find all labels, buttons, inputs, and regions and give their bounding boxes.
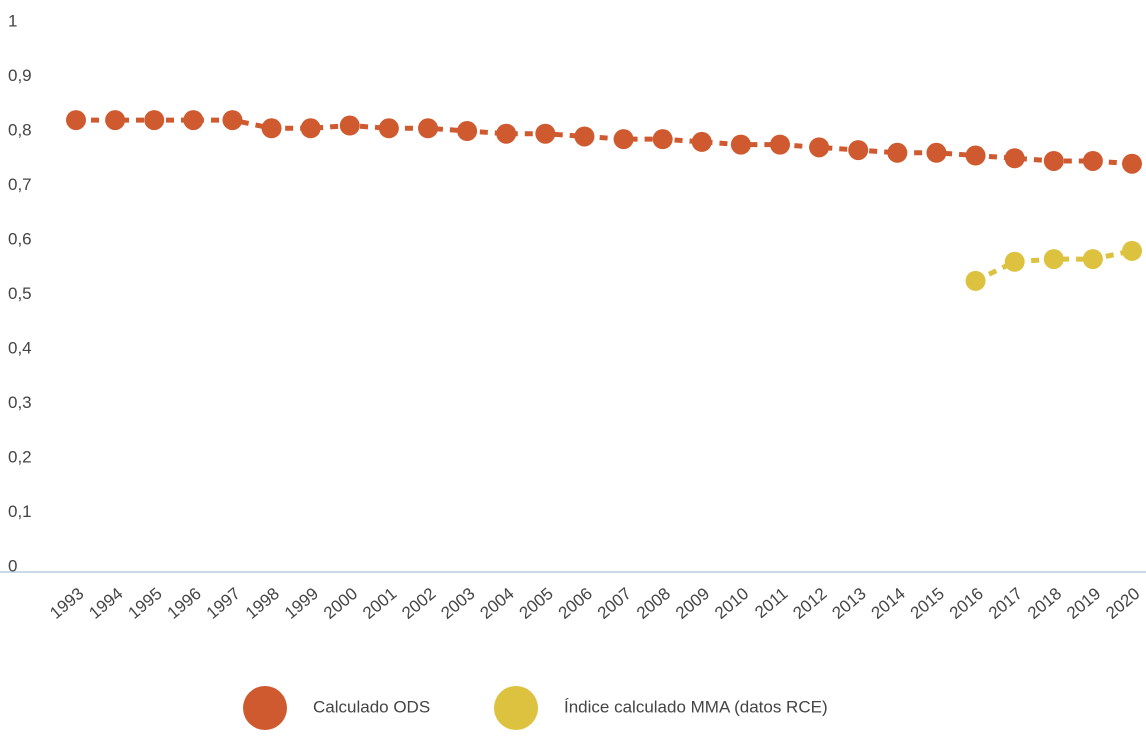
data-point: [1082, 150, 1103, 171]
y-tick-label: 1: [8, 11, 17, 30]
data-point: [261, 118, 282, 139]
x-tick-label: 1995: [124, 584, 165, 623]
data-point: [378, 118, 399, 139]
data-point: [965, 270, 986, 291]
data-point: [105, 110, 126, 131]
data-point: [1043, 150, 1064, 171]
y-tick-label: 0,1: [8, 502, 32, 521]
data-point: [965, 145, 986, 166]
y-tick-label: 0,3: [8, 393, 32, 412]
x-tick-label: 2009: [672, 584, 713, 623]
data-point: [730, 134, 751, 155]
y-tick-label: 0,4: [8, 338, 32, 357]
legend-marker: [494, 686, 538, 730]
data-point: [496, 123, 517, 144]
x-tick-label: 2020: [1102, 584, 1143, 623]
x-tick-label: 1996: [164, 584, 205, 623]
data-point: [300, 118, 321, 139]
data-point: [1004, 148, 1025, 169]
x-tick-label: 2019: [1063, 584, 1104, 623]
x-tick-label: 2013: [828, 584, 869, 623]
data-point: [887, 142, 908, 163]
x-tick-label: 2003: [437, 584, 478, 623]
y-tick-label: 0: [8, 556, 17, 575]
x-tick-label: 2002: [398, 584, 439, 623]
y-tick-label: 0,2: [8, 447, 32, 466]
data-point: [418, 118, 438, 139]
y-tick-label: 0,9: [8, 66, 32, 85]
x-tick-label: 1999: [281, 584, 322, 623]
data-point: [1122, 153, 1142, 174]
x-tick-label: 2004: [476, 584, 517, 623]
data-point: [1122, 240, 1142, 261]
data-point: [339, 115, 360, 136]
x-tick-label: 2018: [1024, 584, 1065, 623]
x-tick-label: 2017: [985, 584, 1026, 623]
series-line: [76, 117, 1133, 167]
y-tick-label: 0,8: [8, 120, 32, 139]
data-point: [457, 121, 478, 141]
x-tick-label: 2005: [516, 584, 557, 623]
x-tick-label: 2006: [555, 584, 596, 623]
x-tick-label: 1998: [242, 584, 283, 623]
x-tick-label: 2012: [789, 584, 830, 623]
y-tick-label: 0,6: [8, 229, 32, 248]
legend-label: Índice calculado MMA (datos RCE): [564, 697, 828, 716]
data-point: [848, 140, 869, 161]
data-point: [691, 131, 712, 152]
data-point: [809, 137, 830, 158]
legend-marker: [243, 686, 287, 730]
y-tick-label: 0,7: [8, 175, 32, 194]
x-tick-label: 2000: [320, 584, 361, 623]
x-tick-label: 2007: [594, 584, 635, 623]
data-point: [1043, 249, 1064, 270]
data-point: [770, 134, 790, 155]
data-point: [574, 126, 595, 147]
x-tick-label: 2014: [868, 584, 909, 623]
x-tick-label: 2011: [751, 584, 791, 622]
data-point: [1082, 249, 1103, 270]
x-tick-label: 2001: [359, 584, 400, 623]
x-tick-label: 2015: [907, 584, 948, 623]
x-tick-label: 1994: [85, 584, 126, 623]
x-tick-label: 1997: [203, 584, 244, 623]
data-point: [652, 129, 673, 150]
data-point: [183, 110, 204, 131]
data-point: [1004, 251, 1025, 272]
x-tick-label: 1993: [46, 584, 87, 623]
legend-label: Calculado ODS: [313, 697, 430, 716]
data-point: [222, 110, 243, 131]
x-tick-label: 2008: [633, 584, 674, 623]
data-point: [613, 129, 634, 150]
data-point: [535, 123, 556, 144]
x-tick-label: 2010: [711, 584, 752, 623]
data-point: [66, 110, 86, 131]
y-tick-label: 0,5: [8, 284, 32, 303]
x-tick-label: 2016: [946, 584, 987, 623]
data-point: [144, 110, 165, 131]
data-point: [926, 142, 947, 163]
